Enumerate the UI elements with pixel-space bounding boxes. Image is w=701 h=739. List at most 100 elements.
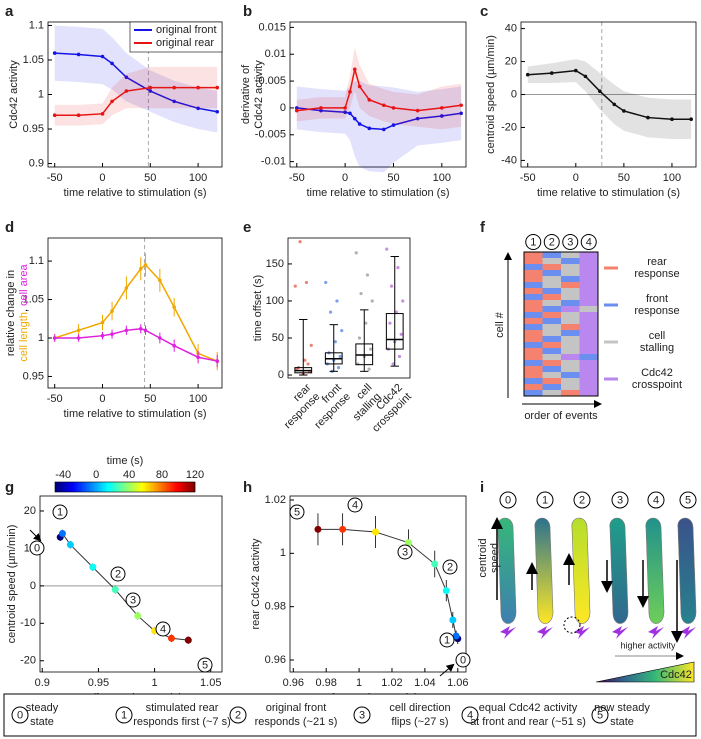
stage-marker bbox=[110, 566, 126, 582]
axes-frame bbox=[287, 237, 411, 379]
stage-marker bbox=[397, 544, 413, 560]
series-line bbox=[296, 69, 462, 112]
stage-label: 1 bbox=[444, 634, 450, 646]
colorbar-step bbox=[133, 482, 136, 492]
heatmap-cell bbox=[579, 360, 599, 367]
colorbar-step bbox=[181, 482, 184, 492]
heatmap-cell bbox=[579, 366, 599, 373]
y-tick-label: 0.9 bbox=[29, 157, 44, 169]
data-point bbox=[138, 326, 143, 331]
y-tick-label: 1.1 bbox=[29, 19, 44, 31]
heatmap-cell bbox=[542, 306, 562, 313]
data-point bbox=[309, 343, 313, 348]
x-axis-label: time relative to stimulation (s) bbox=[63, 408, 206, 420]
heatmap-cell bbox=[542, 282, 562, 289]
heatmap-cell bbox=[542, 288, 562, 295]
data-point bbox=[388, 321, 392, 325]
colorbar-step bbox=[97, 482, 100, 492]
y-axis-label: centroid speed (µm/min) bbox=[485, 35, 497, 154]
heatmap-cell bbox=[524, 306, 543, 313]
heatmap-cell bbox=[524, 378, 543, 385]
heatmap-cell bbox=[561, 366, 580, 373]
data-point bbox=[385, 247, 389, 251]
colorbar-step bbox=[151, 482, 154, 492]
data-point bbox=[440, 114, 444, 118]
y-tick-label: 0.95 bbox=[23, 370, 44, 382]
heatmap-cell bbox=[542, 366, 562, 373]
y-tick-label: 0 bbox=[30, 580, 36, 592]
colorbar-step bbox=[83, 482, 86, 492]
stage-marker bbox=[647, 491, 665, 509]
colorbar-step bbox=[69, 482, 72, 492]
colorbar-step bbox=[123, 482, 126, 492]
heatmap-cell bbox=[524, 336, 543, 343]
colorbar-step bbox=[179, 482, 182, 492]
colorbar-step bbox=[101, 482, 104, 492]
colorbar-step bbox=[155, 482, 158, 492]
y-tick-label: 1 bbox=[38, 332, 44, 344]
colorbar-step bbox=[121, 482, 124, 492]
panel-label: c bbox=[480, 3, 488, 20]
colorbar-step bbox=[59, 482, 62, 492]
heatmap-cell bbox=[579, 306, 599, 313]
data-point bbox=[294, 106, 299, 110]
data-point bbox=[372, 528, 380, 536]
y-axis-label: relative change in bbox=[5, 270, 17, 356]
data-point bbox=[303, 358, 307, 362]
data-point bbox=[357, 336, 362, 340]
step-text: steady bbox=[26, 702, 59, 714]
data-point bbox=[370, 299, 374, 303]
data-point bbox=[646, 115, 650, 120]
data-point bbox=[389, 284, 394, 288]
cell-shape bbox=[571, 517, 591, 624]
step-text: state bbox=[610, 716, 634, 728]
data-point bbox=[158, 278, 162, 283]
step-number: 1 bbox=[121, 709, 127, 721]
legend-label: Cdc42 bbox=[641, 367, 673, 379]
y-axis-label: cell length, cell area bbox=[18, 264, 30, 362]
data-point bbox=[172, 305, 176, 310]
stimulus-bolt bbox=[574, 626, 590, 639]
data-point bbox=[167, 634, 175, 642]
colorbar-step bbox=[185, 482, 188, 492]
data-point bbox=[304, 280, 309, 285]
series-line bbox=[527, 69, 692, 120]
heatmap-cell bbox=[579, 264, 599, 271]
heatmap-cell bbox=[524, 276, 543, 283]
stage-label: 1 bbox=[542, 494, 548, 506]
stage-label: 0 bbox=[460, 654, 466, 666]
heatmap-cell bbox=[561, 318, 580, 325]
colorbar-step bbox=[169, 482, 172, 492]
y-tick-label: 40 bbox=[505, 22, 517, 34]
diagram-axis-label: centroid bbox=[477, 538, 489, 577]
heatmap-cell bbox=[542, 252, 562, 259]
step-text: cell direction bbox=[389, 702, 450, 714]
data-point bbox=[66, 541, 74, 549]
data-point bbox=[124, 89, 129, 93]
x-tick-label: 50 bbox=[387, 172, 399, 184]
heatmap-cell bbox=[561, 348, 580, 355]
colorbar-step bbox=[71, 482, 74, 492]
step-marker bbox=[11, 706, 29, 724]
column-marker bbox=[580, 234, 597, 250]
heatmap-cell bbox=[542, 342, 562, 349]
data-point bbox=[348, 90, 352, 94]
colorbar-step bbox=[89, 482, 92, 492]
legend-label: response bbox=[634, 268, 679, 280]
colorbar-step bbox=[147, 482, 150, 492]
data-point bbox=[111, 586, 119, 594]
stage-marker bbox=[289, 504, 305, 520]
x-tick-label: 0 bbox=[99, 393, 105, 405]
stage-label: 2 bbox=[115, 568, 121, 580]
cell-shape bbox=[645, 517, 665, 624]
data-point bbox=[328, 310, 333, 314]
heatmap-cell bbox=[561, 384, 580, 391]
y-tick-label: -10 bbox=[20, 617, 36, 629]
data-point bbox=[319, 106, 323, 110]
heatmap-cell bbox=[579, 294, 599, 301]
colorbar-step bbox=[157, 482, 160, 492]
diagram-axis-label: speed bbox=[489, 543, 501, 573]
x-tick-label: 1.02 bbox=[381, 677, 402, 689]
colorbar-step bbox=[99, 482, 102, 492]
data-point bbox=[196, 355, 200, 360]
